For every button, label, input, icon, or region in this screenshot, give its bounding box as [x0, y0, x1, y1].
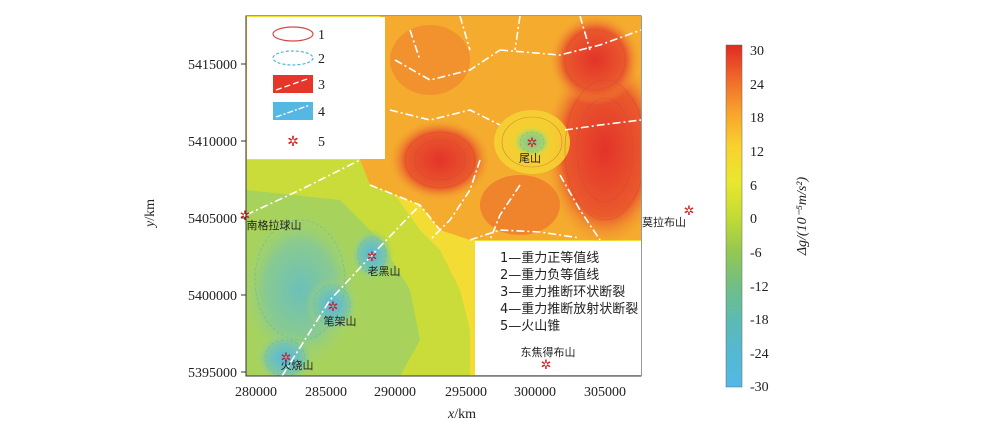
colorbar-tick: -30 — [750, 380, 769, 395]
positive-contour-symbol — [272, 26, 314, 42]
legend-num-5: 5 — [318, 135, 325, 150]
colorbar-tick: -18 — [750, 313, 769, 328]
radial-fault-symbol — [273, 102, 313, 120]
legend-num-1: 1 — [318, 28, 325, 43]
volcano-icon: ✲ — [328, 299, 339, 314]
text-legend-box — [475, 241, 641, 375]
volcano-markers: ✲ 尾山 ✲ 南格拉球山 ✲ 莫拉布山 ✲ 老黑山 ✲ 笔架山 ✲ 火烧山 ✲ … — [240, 135, 695, 372]
legend-num-2: 2 — [318, 52, 325, 67]
x-tick-label: 305000 — [584, 385, 626, 400]
y-tick-label: 5400000 — [188, 289, 237, 304]
y-axis: 5415000 5410000 5405000 5400000 5395000 … — [143, 16, 247, 381]
x-tick-label: 290000 — [374, 385, 416, 400]
colorbar: 30 24 18 12 6 0 -6 -12 -18 -24 -30 Δg/(1… — [725, 44, 810, 395]
x-tick-label: 285000 — [305, 385, 347, 400]
colorbar-tick: 30 — [750, 44, 764, 59]
colorbar-tick: -24 — [750, 347, 769, 362]
text-legend: 1—重力正等值线 2—重力负等值线 3—重力推断环状断裂 4—重力推断放射状断裂… — [500, 250, 638, 334]
volcano-icon: ✲ — [367, 249, 378, 264]
y-tick-label: 5395000 — [188, 366, 237, 381]
volcano-label: 尾山 — [519, 152, 541, 165]
y-tick-label: 5415000 — [188, 58, 237, 73]
colorbar-tick: 0 — [750, 212, 757, 227]
colorbar-gradient — [725, 44, 743, 388]
colorbar-label: Δg/(10⁻⁵m/s²) — [795, 177, 810, 257]
y-tick-label: 5405000 — [188, 212, 237, 227]
x-axis: 280000 285000 290000 295000 300000 30500… — [235, 375, 641, 422]
legend-text-4: 4—重力推断放射状断裂 — [500, 301, 638, 317]
volcano-label: 笔架山 — [324, 314, 357, 328]
colorbar-tick: 12 — [750, 145, 764, 160]
x-tick-label: 295000 — [445, 385, 487, 400]
symbol-legend: ✲ 1 2 3 4 5 — [272, 26, 325, 150]
x-tick-label: 300000 — [514, 385, 556, 400]
legend-num-3: 3 — [318, 78, 325, 93]
volcano-icon: ✲ — [287, 135, 299, 150]
volcano-icon: ✲ — [684, 203, 695, 218]
colorbar-tick: -6 — [750, 246, 762, 261]
x-axis-label: x/km — [447, 407, 476, 422]
legend-text-5: 5—火山锥 — [500, 319, 560, 334]
colorbar-tick: -12 — [750, 280, 769, 295]
volcano-label: 莫拉布山 — [642, 215, 686, 229]
volcano-icon: ✲ — [527, 135, 538, 150]
legend-text-1: 1—重力正等值线 — [500, 250, 599, 266]
volcano-icon: ✲ — [541, 357, 552, 372]
volcano-label: 火烧山 — [281, 359, 314, 372]
legend-text-2: 2—重力负等值线 — [500, 267, 599, 283]
symbol-legend-box — [247, 17, 385, 159]
colorbar-tick: 18 — [750, 111, 764, 126]
volcano-label: 东焦得布山 — [521, 346, 576, 359]
legend-text-3: 3—重力推断环状断裂 — [500, 284, 625, 300]
x-tick-label: 280000 — [235, 385, 277, 400]
negative-contour-symbol — [272, 50, 314, 66]
volcano-label: 南格拉球山 — [247, 218, 302, 232]
volcano-icon: ✲ — [240, 208, 251, 223]
legend-num-4: 4 — [318, 105, 325, 120]
volcano-label: 老黑山 — [368, 265, 401, 278]
colorbar-tick: 6 — [750, 179, 757, 194]
y-tick-label: 5410000 — [188, 135, 237, 150]
volcano-icon: ✲ — [281, 350, 292, 365]
y-axis-label: y/km — [143, 199, 158, 229]
colorbar-tick: 24 — [750, 78, 764, 93]
